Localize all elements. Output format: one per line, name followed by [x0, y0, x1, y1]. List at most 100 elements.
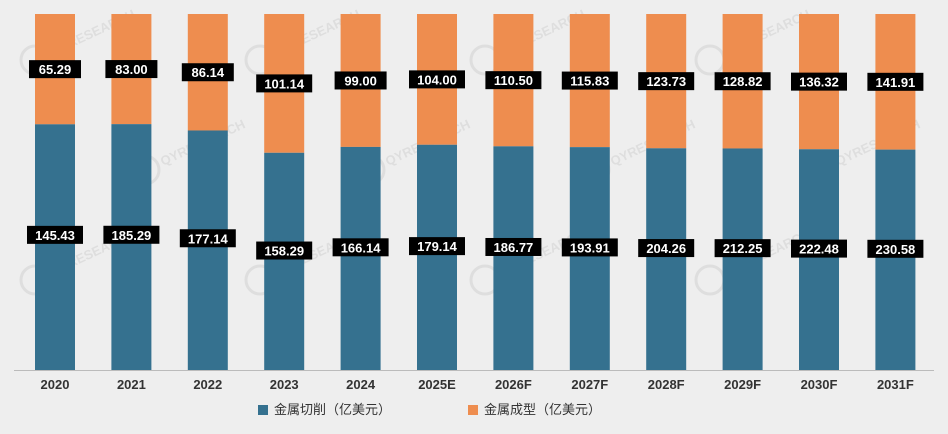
bar-2030F-metal-cutting	[799, 149, 839, 370]
label-2027F-metal-cutting-text: 193.91	[570, 240, 610, 255]
label-2020-metal-cutting: 145.43	[27, 225, 83, 244]
label-2020-metal-forming-text: 65.29	[39, 62, 72, 77]
x-tick-2020: 2020	[41, 377, 70, 392]
label-2022-metal-forming-text: 86.14	[192, 65, 225, 80]
label-2028F-metal-forming-box	[638, 72, 695, 91]
bar-2022-metal-cutting	[187, 130, 228, 370]
label-2025E-metal-forming-box	[409, 70, 465, 89]
label-2020-metal-cutting-box	[27, 225, 83, 244]
label-2031F-metal-cutting-box	[867, 239, 924, 258]
label-2023-metal-cutting-text: 158.29	[264, 244, 304, 259]
watermark: QYRESEARCH QYRESEARCH QYRESEARCH QYRESEARCH…	[19, 6, 922, 296]
label-2024-metal-cutting-text: 166.14	[341, 240, 382, 255]
label-2024-metal-cutting-box	[332, 238, 389, 257]
label-2020-metal-forming: 65.29	[29, 60, 81, 79]
watermark-logo	[694, 264, 726, 296]
label-2026F-metal-forming-box	[485, 71, 542, 90]
label-2027F-metal-cutting-box	[561, 238, 618, 257]
label-2026F-metal-cutting: 186.77	[485, 237, 542, 256]
label-2023-metal-forming-box	[256, 74, 313, 93]
label-2028F-metal-cutting-text: 204.26	[646, 241, 686, 256]
label-2025E-metal-forming: 104.00	[409, 70, 465, 89]
bar-2025E-metal-cutting	[417, 144, 457, 370]
label-2022-metal-cutting-box	[179, 229, 236, 248]
x-tick-2025E: 2025E	[418, 377, 456, 392]
label-2031F-metal-forming-text: 141.91	[876, 75, 916, 90]
x-tick-2023: 2023	[270, 377, 299, 392]
label-2021-metal-forming: 83.00	[105, 60, 158, 79]
x-tick-2029F: 2029F	[724, 377, 761, 392]
label-2023-metal-cutting-box	[256, 241, 313, 260]
label-2030F-metal-forming: 136.32	[791, 72, 847, 91]
watermark-logo	[694, 44, 726, 76]
legend-swatch-metal-cutting	[258, 405, 268, 415]
label-2027F-metal-forming: 115.83	[561, 71, 618, 90]
label-2029F-metal-cutting-text: 212.25	[723, 241, 763, 256]
legend: 金属切削（亿美元） 金属成型（亿美元）	[258, 402, 601, 418]
bar-2028F-metal-cutting	[646, 148, 687, 370]
label-2030F-metal-cutting-box	[791, 239, 847, 258]
label-2020-metal-forming-box	[29, 60, 81, 79]
bar-2026F-metal-cutting	[493, 146, 534, 370]
label-2027F-metal-cutting: 193.91	[561, 238, 618, 257]
label-2023-metal-cutting: 158.29	[256, 241, 313, 260]
x-tick-2030F: 2030F	[801, 377, 838, 392]
label-2030F-metal-cutting-text: 222.48	[799, 242, 839, 257]
label-2024-metal-forming-text: 99.00	[344, 73, 377, 88]
label-2022-metal-forming: 86.14	[181, 63, 234, 82]
x-tick-2031F: 2031F	[877, 377, 914, 392]
label-2022-metal-cutting-text: 177.14	[188, 231, 229, 246]
x-tick-2022: 2022	[193, 377, 222, 392]
x-tick-2027F: 2027F	[571, 377, 608, 392]
label-2023-metal-forming: 101.14	[256, 74, 313, 93]
label-2031F-metal-cutting-text: 230.58	[876, 242, 916, 257]
label-2029F-metal-forming: 128.82	[714, 72, 771, 91]
label-2026F-metal-cutting-box	[485, 237, 542, 256]
legend-swatch-metal-forming	[468, 405, 478, 415]
label-2025E-metal-cutting-text: 179.14	[417, 239, 458, 254]
label-2021-metal-cutting-box	[103, 225, 160, 244]
bar-2021-metal-cutting	[111, 124, 152, 370]
label-2028F-metal-forming: 123.73	[638, 72, 695, 91]
label-2029F-metal-cutting: 212.25	[714, 239, 771, 258]
label-2024-metal-forming: 99.00	[334, 71, 387, 90]
label-2028F-metal-cutting-box	[638, 239, 695, 258]
label-2030F-metal-cutting: 222.48	[791, 239, 847, 258]
label-2027F-metal-forming-box	[561, 71, 618, 90]
label-2022-metal-forming-box	[181, 63, 234, 82]
label-2030F-metal-forming-box	[791, 72, 847, 91]
label-2024-metal-cutting: 166.14	[332, 238, 389, 257]
label-2026F-metal-forming: 110.50	[485, 71, 542, 90]
label-2029F-metal-cutting-box	[714, 239, 771, 258]
bar-2027F-metal-cutting	[569, 147, 610, 370]
bar-2031F-metal-cutting	[875, 149, 916, 370]
x-tick-2024: 2024	[346, 377, 376, 392]
label-2021-metal-cutting-text: 185.29	[112, 228, 152, 243]
label-2022-metal-cutting: 177.14	[179, 229, 236, 248]
label-2031F-metal-cutting: 230.58	[867, 239, 924, 258]
legend-label-metal-forming: 金属成型（亿美元）	[484, 402, 601, 418]
label-2031F-metal-forming-box	[867, 72, 924, 91]
label-2021-metal-forming-text: 83.00	[115, 62, 148, 77]
label-2020-metal-cutting-text: 145.43	[35, 228, 75, 243]
bar-2023-metal-cutting	[264, 152, 305, 370]
label-2030F-metal-forming-text: 136.32	[799, 75, 839, 90]
bar-2020-metal-cutting	[35, 124, 75, 370]
x-tick-2021: 2021	[117, 377, 146, 392]
label-2021-metal-cutting: 185.29	[103, 225, 160, 244]
label-2025E-metal-forming-text: 104.00	[417, 72, 457, 87]
label-2024-metal-forming-box	[334, 71, 387, 90]
bar-2024-metal-cutting	[340, 146, 381, 370]
label-2029F-metal-forming-box	[714, 72, 771, 91]
label-2028F-metal-cutting: 204.26	[638, 239, 695, 258]
bar-2029F-metal-cutting	[722, 148, 763, 370]
label-2026F-metal-forming-text: 110.50	[494, 73, 533, 88]
label-2026F-metal-cutting-text: 186.77	[494, 240, 534, 255]
label-2023-metal-forming-text: 101.14	[264, 76, 305, 91]
legend-label-metal-cutting: 金属切削（亿美元）	[274, 402, 391, 418]
label-2027F-metal-forming-text: 115.83	[570, 74, 609, 89]
label-2031F-metal-forming: 141.91	[867, 72, 924, 91]
x-tick-2026F: 2026F	[495, 377, 532, 392]
